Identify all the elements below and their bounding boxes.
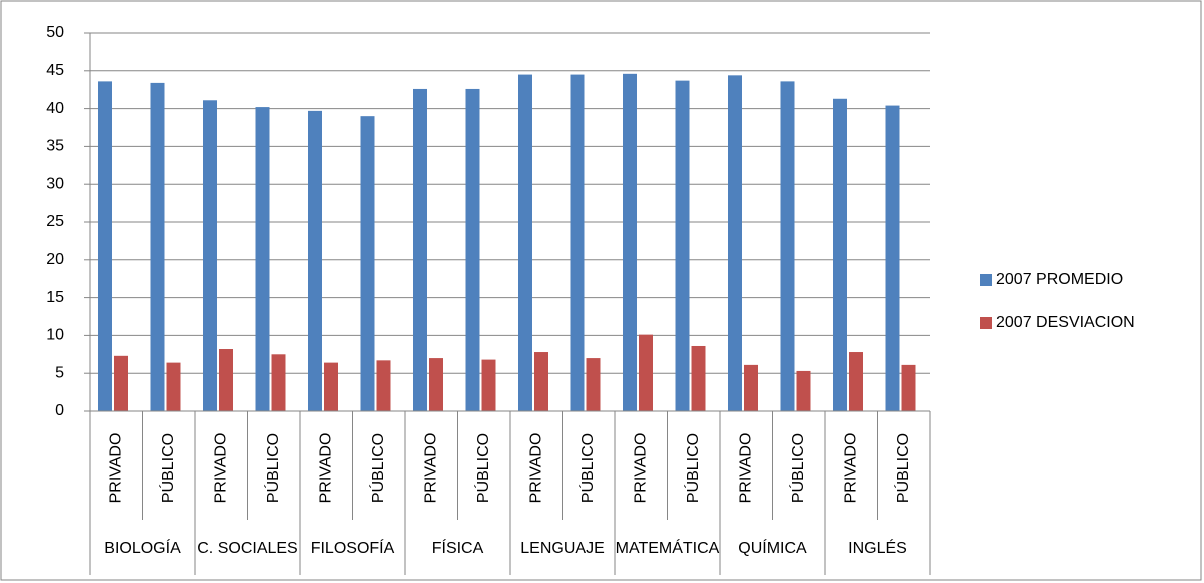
bar [534, 352, 548, 411]
x-tick-label: PÚBLICO [788, 433, 807, 503]
x-tick-label: PRIVADO [212, 433, 229, 504]
bar [570, 74, 585, 411]
y-tick-label: 30 [46, 175, 64, 192]
y-tick-label: 35 [46, 138, 64, 155]
x-tick-label: PÚBLICO [368, 433, 387, 503]
y-tick-label: 15 [46, 289, 64, 306]
bar [376, 360, 391, 411]
legend-swatch [980, 274, 992, 286]
legend-label: 2007 DESVIACION [996, 314, 1135, 331]
y-tick-label: 20 [46, 251, 64, 268]
bar [114, 355, 128, 411]
y-tick-label: 5 [55, 364, 64, 381]
bar [150, 82, 165, 412]
x-tick-label: PÚBLICO [893, 433, 912, 503]
legend-swatch [980, 317, 992, 329]
bar [728, 75, 742, 411]
bar [429, 358, 443, 411]
group-label: INGLÉS [848, 538, 907, 557]
group-label: FILOSOFÍA [311, 538, 395, 557]
bar [203, 100, 217, 411]
bar [518, 74, 532, 411]
bar [833, 98, 847, 411]
bar [166, 362, 181, 411]
x-tick-label: PRIVADO [107, 433, 124, 504]
legend-label: 2007 PROMEDIO [996, 271, 1123, 288]
bar [780, 81, 795, 411]
x-tick-label: PRIVADO [422, 433, 439, 504]
x-tick-label: PRIVADO [737, 433, 754, 504]
bar [885, 105, 900, 412]
bar [623, 73, 637, 411]
bar [465, 88, 480, 411]
bar [744, 364, 758, 411]
x-tick-label: PÚBLICO [578, 433, 597, 503]
bar [324, 362, 338, 411]
group-label: MATEMÁTICA [616, 538, 720, 557]
bar [586, 358, 601, 411]
y-tick-label: 10 [46, 327, 64, 344]
x-tick-label: PÚBLICO [683, 433, 702, 503]
x-tick-label: PRIVADO [842, 433, 859, 504]
group-label: C. SOCIALES [197, 540, 297, 557]
bar [481, 359, 496, 411]
group-label: FÍSICA [432, 538, 484, 557]
x-tick-label: PÚBLICO [158, 433, 177, 503]
y-tick-label: 45 [46, 62, 64, 79]
bar [308, 110, 322, 412]
bar [271, 354, 286, 411]
bar [675, 80, 690, 412]
x-tick-label: PÚBLICO [473, 433, 492, 503]
y-tick-label: 40 [46, 100, 64, 117]
x-tick-label: PRIVADO [632, 433, 649, 504]
bar [255, 107, 270, 411]
x-tick-label: PRIVADO [317, 433, 334, 504]
y-tick-label: 50 [46, 24, 64, 41]
bar [849, 352, 863, 411]
bar [691, 345, 706, 411]
y-tick-label: 25 [46, 213, 64, 230]
bar [98, 81, 112, 411]
group-label: LENGUAJE [520, 540, 604, 557]
bar [901, 364, 916, 411]
bar [796, 370, 811, 411]
y-tick-label: 0 [55, 402, 64, 419]
bar [219, 349, 233, 411]
x-tick-label: PÚBLICO [263, 433, 282, 503]
group-label: BIOLOGÍA [104, 538, 181, 557]
group-label: QUÍMICA [738, 538, 807, 557]
bar [413, 88, 427, 411]
bar [639, 334, 653, 411]
bar [360, 116, 375, 411]
x-tick-label: PRIVADO [527, 433, 544, 504]
